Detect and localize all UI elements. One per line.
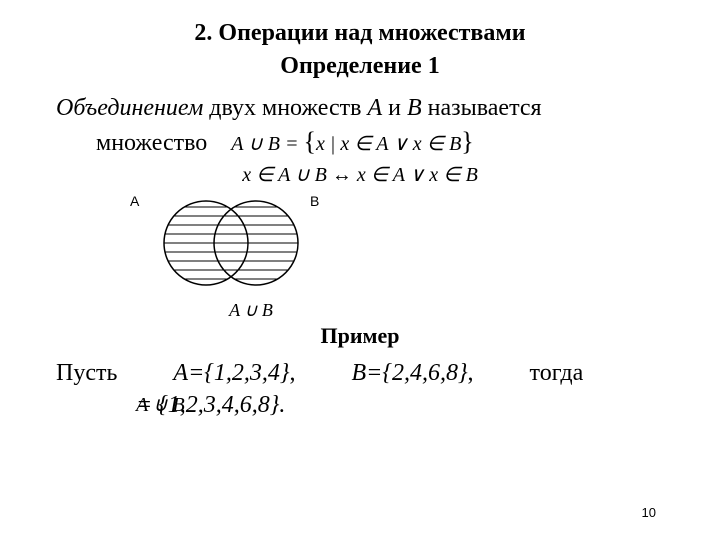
venn-label-A: A	[130, 193, 139, 209]
ex-eq: =	[136, 392, 158, 418]
ex-result: = {1,2,3,4,6,8}.	[136, 392, 285, 418]
ex-comma1: ,	[289, 360, 295, 386]
def-emphasis-word: Объединением	[56, 95, 203, 121]
ex-then: тогда	[530, 360, 584, 386]
def-set-B: B	[407, 95, 422, 121]
venn-diagram: A B A ∪ B	[136, 193, 336, 321]
venn-label-B: B	[310, 193, 319, 209]
definition-text: Объединением двух множеств A и B называе…	[56, 92, 664, 160]
ex-comma2: ,	[468, 360, 474, 386]
example-text: ПустьA={1,2,3,4},B={2,4,6,8},тогда A ∪ B…	[56, 357, 664, 422]
formula-set-body: x | x ∈ A ∨ x ∈ B	[316, 133, 461, 155]
formula-equivalence: x ∈ A ∪ B ↔ x ∈ A ∨ x ∈ B	[56, 162, 664, 187]
def-line2-word: множество	[96, 130, 207, 156]
ex-set-B: B={2,4,6,8}	[351, 360, 467, 386]
ex-result-set: {1,2,3,4,6,8}.	[158, 392, 285, 418]
brace-close: }	[461, 127, 473, 156]
ex-let: Пусть	[56, 360, 117, 386]
section-heading: 2. Операции над множествами	[56, 20, 664, 47]
formula-union-def: A ∪ B = {x | x ∈ A ∨ x ∈ B}	[231, 133, 474, 155]
def-and: и	[382, 95, 407, 121]
venn-caption: A ∪ B	[166, 300, 336, 321]
example-heading: Пример	[56, 323, 664, 349]
definition-heading: Определение 1	[56, 53, 664, 80]
formula-lhs: A ∪ B =	[231, 133, 303, 155]
ex-set-A: A={1,2,3,4}	[173, 360, 289, 386]
ex-overlap-region: A ∪ B = {1,2,3,4,6,8}.	[136, 392, 285, 418]
page-number: 10	[642, 505, 656, 520]
brace-open: {	[303, 127, 315, 156]
def-set-A: A	[367, 95, 382, 121]
slide-page: 2. Операции над множествами Определение …	[0, 0, 720, 540]
def-part1: двух множеств	[203, 95, 367, 121]
venn-svg	[136, 193, 326, 293]
def-part1b: называется	[422, 95, 542, 121]
